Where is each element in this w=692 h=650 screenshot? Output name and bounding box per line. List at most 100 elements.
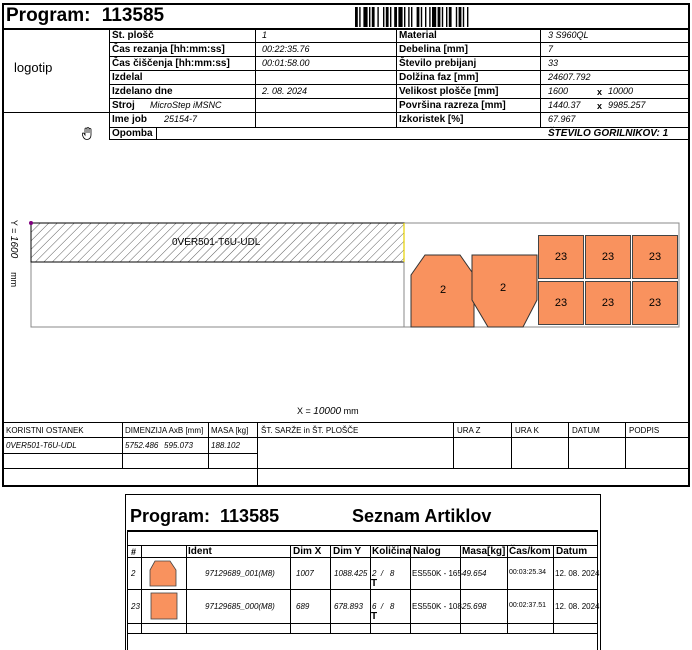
label-st-plosc: Št. plošč: [112, 30, 154, 41]
row1-time: 00:03:25.34: [509, 569, 546, 576]
remnant-dim-a: 5752.486: [125, 441, 159, 450]
part-23-5: 23: [585, 281, 631, 325]
th-masa: MASA [kg]: [211, 426, 249, 435]
origin-marker: [29, 221, 33, 225]
label-stroj: Stroj: [112, 100, 135, 111]
remnant-label: 0VER501-T6U-UDL: [172, 237, 261, 248]
x-dimension: X = 10000 mm: [297, 406, 359, 417]
program-number: 113585: [101, 5, 165, 26]
row1-date: 12. 08. 2024: [555, 569, 600, 578]
th-datum: DATUM: [572, 426, 600, 435]
label-prebijanj: Število prebijanj: [399, 58, 477, 69]
row1-nalog: ES550K - 165: [412, 569, 462, 578]
row2-qty: 6 / 8: [372, 602, 395, 611]
program-title: Program: 113585: [6, 5, 164, 27]
part-23-6: 23: [632, 281, 678, 325]
th-podpis: PODPIS: [629, 426, 660, 435]
p2-th-dimy: Dim Y: [333, 546, 362, 557]
value-st-plosc: 1: [262, 30, 268, 40]
th-koristni-ostanek: KORISTNI OSTANEK: [6, 426, 84, 435]
value-izkoristek: 67.967: [548, 114, 576, 124]
row1-mass: 49.654: [462, 569, 487, 578]
row2-dimx: 689: [296, 602, 310, 611]
label-material: Material: [399, 30, 437, 41]
value-material: 3 S960QL: [548, 30, 589, 40]
sep-x-2: x: [597, 101, 603, 111]
value-cas-ciscenja: 00:01:58.00: [262, 58, 310, 68]
part-label-2b: 2: [500, 282, 507, 294]
x-value: 10000: [313, 406, 342, 417]
sep-x-1: x: [597, 87, 603, 97]
part-thumbnail-23: [150, 592, 178, 620]
row1-qty: 2 / 8: [372, 569, 395, 578]
page2-program-label: Program:: [130, 506, 211, 526]
part-2-a: [410, 254, 475, 328]
row1-ident: 97129689_001(M8): [205, 569, 275, 578]
p2-th-cas: Čas/kom: [509, 546, 551, 557]
p2-th-ident: Ident: [188, 546, 212, 557]
barcode: [355, 7, 469, 27]
p2-th-datum: Datum: [556, 546, 588, 557]
row2-date: 12. 08. 2024: [555, 602, 600, 611]
label-ime-job: Ime job: [112, 114, 148, 125]
page2-list-title: Seznam Artiklov: [352, 506, 492, 526]
p2-th-nalog: Nalog: [413, 546, 441, 557]
row1-num: 2: [131, 569, 136, 578]
p2-th-dimx: Dim X: [293, 546, 322, 557]
label-velikost-plosce: Velikost plošče [mm]: [399, 86, 499, 97]
value-ime-job: 25154-7: [164, 114, 198, 124]
row2-mass: 25.698: [462, 602, 487, 611]
job-sheet: [2, 3, 690, 487]
value-prebijanj: 33: [548, 58, 559, 68]
part-thumbnail-2: [149, 560, 177, 587]
value-izdelano-dne: 2. 08. 2024: [262, 86, 308, 96]
th-sarze: ŠT. SARŽE in ŠT. PLOŠČE: [261, 426, 359, 435]
remnant-name: 0VER501-T6U-UDL: [6, 441, 77, 450]
part-23-2: 23: [585, 235, 631, 279]
part-label-2a: 2: [440, 284, 447, 296]
row1-dimx: 1007: [296, 569, 314, 578]
row1-dimy: 1088.425: [334, 569, 368, 578]
label-izkoristek: Izkoristek [%]: [399, 114, 464, 125]
row2-num: 23: [131, 602, 140, 611]
label-izdelal: Izdelal: [112, 72, 143, 83]
label-izdelano-dne: Izdelano dne: [112, 86, 173, 97]
value-velikost-y: 1600: [548, 86, 569, 96]
value-povrsina-x: 9985.257: [608, 100, 646, 110]
label-povrsina-razreza: Površina razreza [mm]: [399, 100, 506, 111]
value-povrsina-y: 1440.37: [548, 100, 581, 110]
part-23-1: 23: [538, 235, 584, 279]
label-opomba: Opomba: [112, 128, 153, 139]
x-unit: mm: [343, 406, 359, 416]
value-dolzina-faz: 24607.792: [548, 72, 591, 82]
row1-mark: T: [371, 578, 378, 589]
label-dolzina-faz: Dolžina faz [mm]: [399, 72, 479, 83]
p2-th-num: #: [131, 547, 137, 557]
remnant-dim-b: 595.073: [164, 441, 193, 450]
part-2-b: [471, 254, 538, 328]
program-label: Program:: [6, 5, 91, 26]
th-ura-z: URA Z: [457, 426, 481, 435]
remnant-mass: 188.102: [211, 441, 240, 450]
part-23-3: 23: [632, 235, 678, 279]
page2-program-number: 113585: [220, 506, 280, 526]
label-cas-rezanja: Čas rezanja [hh:mm:ss]: [112, 44, 225, 55]
x-label: X =: [297, 406, 314, 416]
value-debelina: 7: [548, 44, 554, 54]
p2-th-kolicina: Količina: [372, 546, 411, 557]
row2-mark: T: [371, 611, 378, 622]
hand-pointer-icon[interactable]: [82, 127, 93, 140]
label-cas-ciscenja: Čas čiščenja [hh:mm:ss]: [112, 58, 230, 69]
label-debelina: Debelina [mm]: [399, 44, 468, 55]
sheet-svg: [29, 221, 680, 328]
value-velikost-x: 10000: [608, 86, 634, 96]
row2-time: 00:02:37.51: [509, 602, 546, 609]
value-cas-rezanja: 00:22:35.76: [262, 44, 310, 54]
row2-nalog: ES550K - 108: [412, 602, 462, 611]
p2-th-masa: Masa[kg]: [462, 546, 506, 557]
page2-title: Program: 113585: [130, 506, 279, 527]
cut-outline: [403, 262, 679, 328]
row2-ident: 97129685_000(M8): [205, 602, 275, 611]
value-stroj: MicroStep iMSNC: [150, 100, 222, 110]
row2-dimy: 678.893: [334, 602, 363, 611]
